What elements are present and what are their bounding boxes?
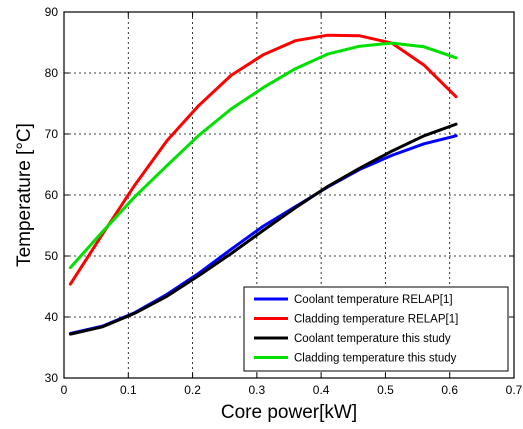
legend-label-4: Cladding temperature this study — [294, 353, 457, 365]
legend-label-2: Cladding temperature RELAP[1] — [294, 314, 458, 326]
axis-ticks: 0 0.1 0.2 0.3 0.4 0.5 0.6 0.7 30 40 50 60 70 80 90 — [45, 5, 523, 397]
y-tick-label: 40 — [45, 310, 59, 324]
x-tick-label: 0.1 — [120, 383, 137, 397]
y-tick-label: 60 — [45, 188, 59, 202]
x-tick-label: 0.3 — [249, 383, 266, 397]
series-lines — [68, 33, 458, 336]
legend-label-1: Coolant temperature RELAP[1] — [294, 294, 453, 306]
x-tick-label: 0.2 — [184, 383, 201, 397]
x-tick-label: 0.6 — [441, 383, 458, 397]
series-line-4 — [68, 41, 458, 270]
x-axis-label: Core power[kW] — [221, 402, 357, 423]
series-line-3 — [68, 122, 458, 336]
x-tick-label: 0.4 — [313, 383, 330, 397]
y-tick-label: 50 — [45, 249, 59, 263]
legend: Coolant temperature RELAP[1] Cladding tem… — [243, 286, 509, 372]
x-tick-label: 0 — [61, 383, 68, 397]
y-tick-label: 30 — [45, 371, 59, 385]
legend-label-3: Coolant temperature this study — [294, 333, 451, 345]
x-tick-label: 0.7 — [506, 383, 523, 397]
y-tick-label: 90 — [45, 5, 59, 19]
y-tick-label: 70 — [45, 127, 59, 141]
y-tick-label: 80 — [45, 66, 59, 80]
y-axis-label: Temperature [°C] — [14, 123, 35, 267]
x-tick-label: 0.5 — [377, 383, 394, 397]
